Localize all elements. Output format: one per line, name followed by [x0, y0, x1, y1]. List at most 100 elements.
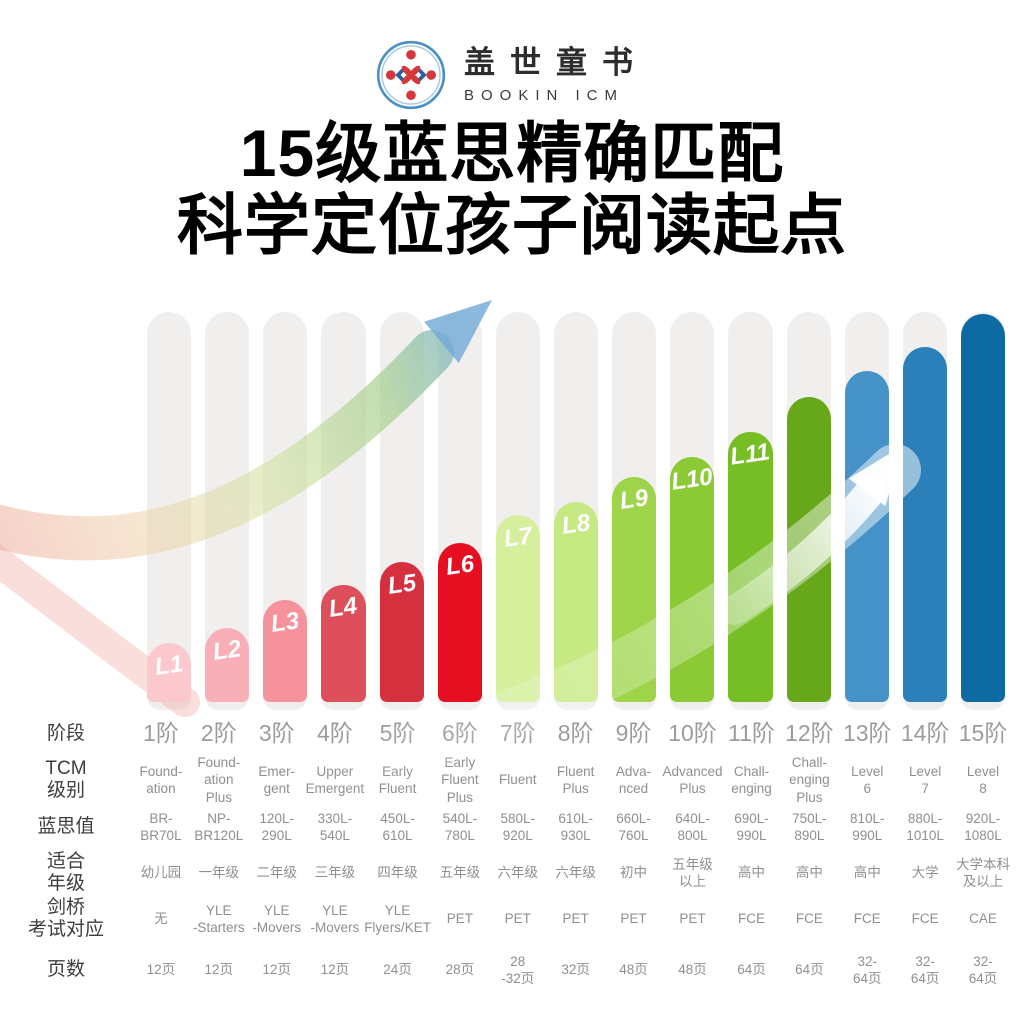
table-cell: 32- 64页: [910, 953, 940, 986]
table-cell: 32页: [561, 962, 590, 978]
level-bar-label: L10: [669, 463, 715, 496]
table-cell: 一年级: [198, 865, 240, 881]
chart-column-5: L5: [373, 312, 431, 710]
table-cell: 640L- 800L: [675, 810, 710, 843]
level-bar-8: L8: [553, 502, 599, 702]
table-cell: 15阶: [958, 720, 1008, 747]
level-bar-13: [844, 371, 889, 702]
table-cell: 高中: [795, 865, 823, 881]
level-bar-label: L4: [327, 592, 360, 623]
page-title: 15级蓝思精确匹配 科学定位孩子阅读起点: [0, 116, 1024, 262]
table-cell: 48页: [678, 962, 707, 978]
table-cell: 四年级: [377, 865, 418, 881]
levels-table: 阶段 1阶 2阶 3阶 4阶 5阶 6阶 7阶 8阶 9阶 10阶 11阶 12阶 13阶 14阶 15阶 TC…: [0, 712, 1024, 998]
level-bar-10: L10: [669, 457, 715, 702]
table-cell: 28页: [445, 962, 475, 978]
table-cell: 12页: [320, 962, 350, 978]
table-cell: 610L- 930L: [558, 810, 593, 843]
level-bar-5: L5: [379, 562, 424, 702]
level-bar-3: L3: [263, 600, 308, 702]
bookin-icm-logo-icon: [376, 40, 446, 110]
level-bar-label: L6: [443, 550, 476, 581]
table-cell: 12页: [146, 962, 176, 978]
chart-column-15: [954, 312, 1012, 710]
table-cell: Adva- nced: [615, 763, 652, 796]
chart-column-3: L3: [256, 312, 314, 710]
table-cell: 五年级 以上: [672, 856, 713, 889]
table-cell: 2阶: [200, 720, 237, 747]
brand-name: 盖世童书 BOOKIN ICM: [464, 45, 648, 104]
table-cell: Chall- enging Plus: [789, 755, 830, 805]
table-cell: 13阶: [842, 720, 892, 747]
table-cell: 三年级: [314, 865, 356, 881]
table-cell: Level 8: [966, 763, 1000, 796]
chart-column-9: L9: [605, 312, 663, 710]
table-cell: FCE: [911, 911, 939, 927]
table-cell: PET: [504, 911, 531, 927]
level-bar-7: L7: [495, 515, 540, 702]
chart-column-4: L4: [314, 312, 372, 710]
table-cell: Chall- enging: [731, 763, 772, 796]
table-cell: 690L- 990L: [734, 810, 769, 843]
table-cell: FCE: [853, 911, 881, 927]
table-cell: 3阶: [258, 720, 295, 747]
level-bar-label: L8: [560, 509, 592, 540]
row-header: 剑桥 考试对应: [27, 896, 104, 940]
table-cell: Found- ation: [139, 763, 183, 796]
table-cell: Found- ation Plus: [197, 755, 241, 805]
row-header: 阶段: [46, 722, 85, 744]
level-bar-label: L11: [728, 438, 772, 471]
table-cell: 二年级: [256, 865, 297, 881]
table-cell: 初中: [620, 865, 648, 881]
table-cell: 330L- 540L: [317, 810, 353, 843]
table-cell: 12阶: [785, 720, 834, 747]
table-cell: 大学本科 及以上: [956, 856, 1011, 889]
table-cell: Level 6: [851, 763, 884, 796]
brand-name-en: BOOKIN ICM: [464, 86, 625, 104]
table-cell: Level 7: [909, 763, 942, 796]
brand-logo: 盖世童书 BOOKIN ICM: [0, 40, 1024, 110]
page-title-line1: 15级蓝思精确匹配: [239, 116, 785, 190]
level-bar-label: L9: [618, 484, 650, 515]
chart-column-7: L7: [489, 312, 547, 710]
level-bar-12: [786, 397, 831, 702]
table-cell: FCE: [737, 911, 765, 927]
level-bar-11: L11: [728, 432, 773, 702]
level-bar-label: L2: [211, 635, 243, 666]
row-header: 页数: [46, 958, 85, 980]
level-bar-6: L6: [437, 543, 482, 702]
table-cell: 750L- 890L: [792, 810, 827, 843]
table-cell: 高中: [853, 865, 881, 881]
table-cell: YLE -Starters: [192, 902, 245, 935]
table-cell: 10阶: [668, 720, 717, 747]
table-cell: YLE -Movers: [252, 902, 302, 935]
table-cell: Advanced Plus: [662, 763, 723, 796]
level-bar-15: [960, 314, 1006, 702]
table-cell: YLE -Movers: [310, 902, 360, 935]
table-cell: 8阶: [557, 720, 594, 747]
table-cell: 12页: [262, 962, 291, 978]
row-header: 蓝思值: [37, 815, 95, 837]
page-title-line2: 科学定位孩子阅读起点: [177, 187, 847, 262]
table-cell: 810L- 990L: [850, 810, 885, 843]
brand-name-cn: 盖世童书: [464, 45, 648, 81]
table-cell: 450L- 610L: [380, 810, 415, 843]
table-cell: PET: [679, 911, 706, 927]
chart-column-1: L1: [140, 312, 198, 710]
table-cell: 14阶: [900, 720, 950, 747]
table-cell: 9阶: [615, 720, 652, 747]
table-cell: 24页: [383, 962, 412, 978]
table-cell: Upper Emergent: [305, 763, 365, 796]
level-bar-14: [902, 347, 947, 702]
chart-column-14: [896, 312, 954, 710]
table-cell: 120L- 290L: [259, 810, 294, 843]
table-cell: CAE: [969, 911, 997, 927]
chart-column-13: [838, 312, 896, 710]
table-cell: 无: [154, 911, 168, 927]
table-cell: FCE: [795, 911, 823, 927]
table-cell: 1阶: [143, 720, 179, 747]
table-cell: 5阶: [379, 720, 416, 747]
level-bar-label: L1: [153, 650, 185, 681]
table-cell: 大学: [911, 865, 939, 881]
